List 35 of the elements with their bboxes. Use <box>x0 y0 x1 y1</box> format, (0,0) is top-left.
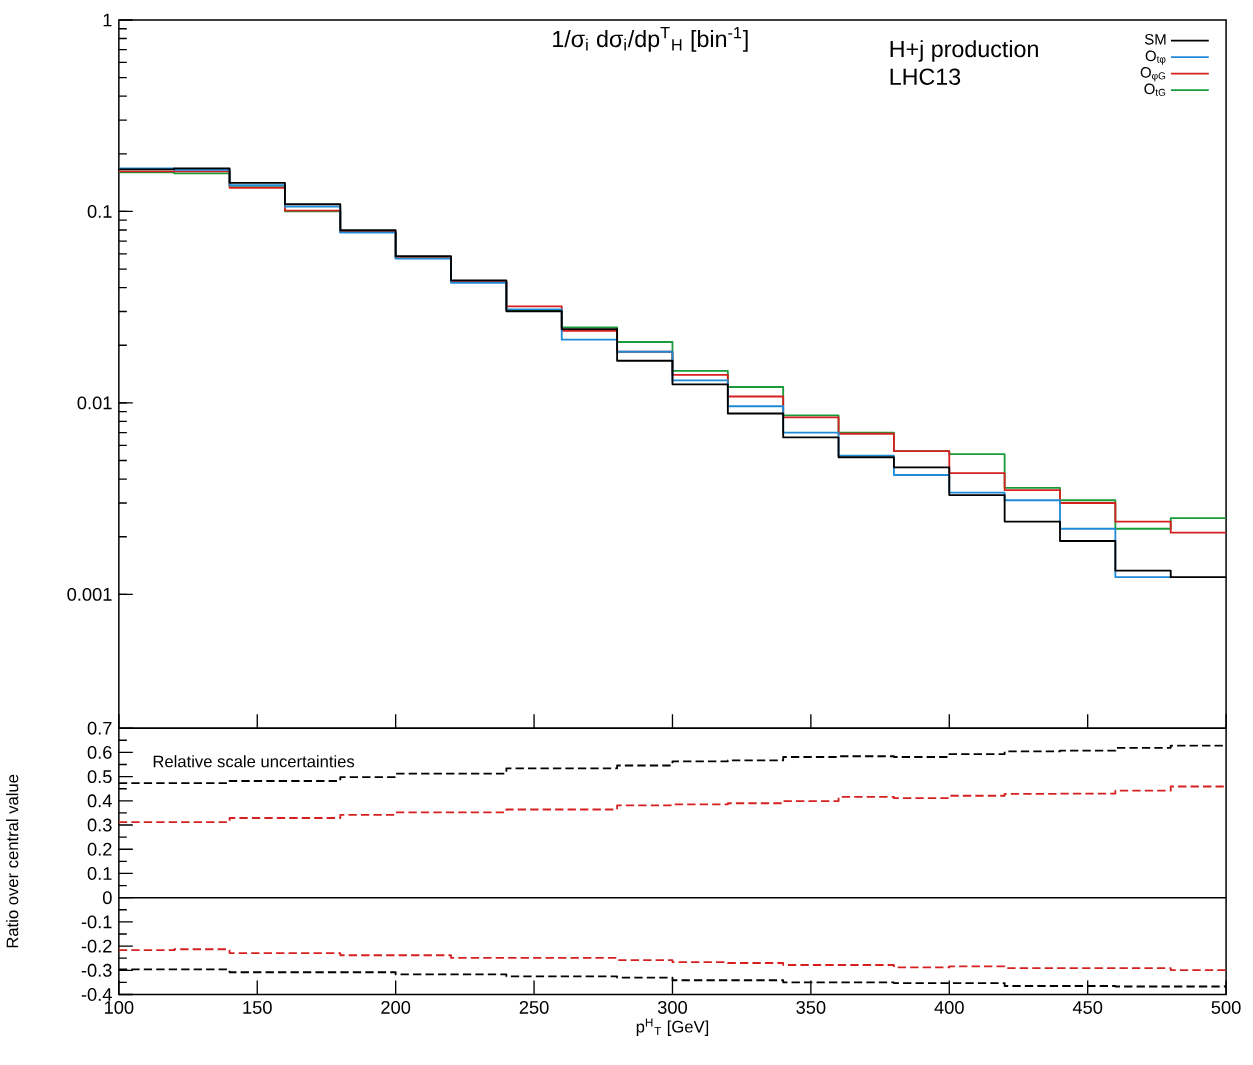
x-tick-label: 450 <box>1072 1000 1103 1014</box>
y-tick-label: 0 <box>102 891 112 904</box>
legend-label: O$_{tφ}$ <box>1145 50 1166 65</box>
y-tick-label: -0.4 <box>81 987 112 1001</box>
y-tick-label: 0.4 <box>87 794 112 808</box>
x-tick-label: 100 <box>104 1000 134 1014</box>
y-tick-label: 0.3 <box>87 818 112 832</box>
y-tick-label: 1 <box>103 13 112 27</box>
x-tick-label: 500 <box>1211 1000 1241 1014</box>
y-tick-label: 0.6 <box>87 745 112 759</box>
y-tick-label: 0.001 <box>67 587 112 601</box>
y-tick-label: 0.1 <box>87 866 112 880</box>
annotation: Relative scale uncertainties <box>153 755 355 768</box>
x-tick-label: 400 <box>934 1000 964 1014</box>
x-tick-label: 250 <box>519 1000 549 1014</box>
annotation: H+j production <box>890 39 1038 62</box>
legend-label: O$_{tG}$ <box>1144 83 1166 96</box>
y-tick-label: 0.01 <box>77 396 112 410</box>
legend-label: SM <box>1144 33 1166 45</box>
y-tick-label: 0.2 <box>87 842 112 856</box>
x-axis-title: p$^{H}$$_{T}$ [GeV] <box>636 1018 709 1036</box>
y-axis-title: Ratio over central value <box>6 774 19 948</box>
legend-label: O$_{φG}$ <box>1140 66 1166 82</box>
annotation: LHC13 <box>890 68 961 85</box>
chart-title: 1/σ$_{i}$ dσ$_{i}$/dp$^{T}$$_{H}$ [bin$^{-1}$] <box>553 26 748 52</box>
x-tick-label: 350 <box>796 1000 826 1014</box>
y-tick-label: 0.5 <box>87 770 112 783</box>
x-tick-label: 150 <box>243 1000 272 1014</box>
y-tick-label: 0.1 <box>87 204 112 218</box>
x-tick-label: 200 <box>381 1000 411 1014</box>
y-tick-label: -0.1 <box>81 915 112 929</box>
x-tick-label: 300 <box>657 1000 687 1014</box>
y-tick-label: -0.3 <box>81 963 112 977</box>
y-tick-label: 0.7 <box>87 721 112 735</box>
y-tick-label: -0.2 <box>81 939 112 953</box>
